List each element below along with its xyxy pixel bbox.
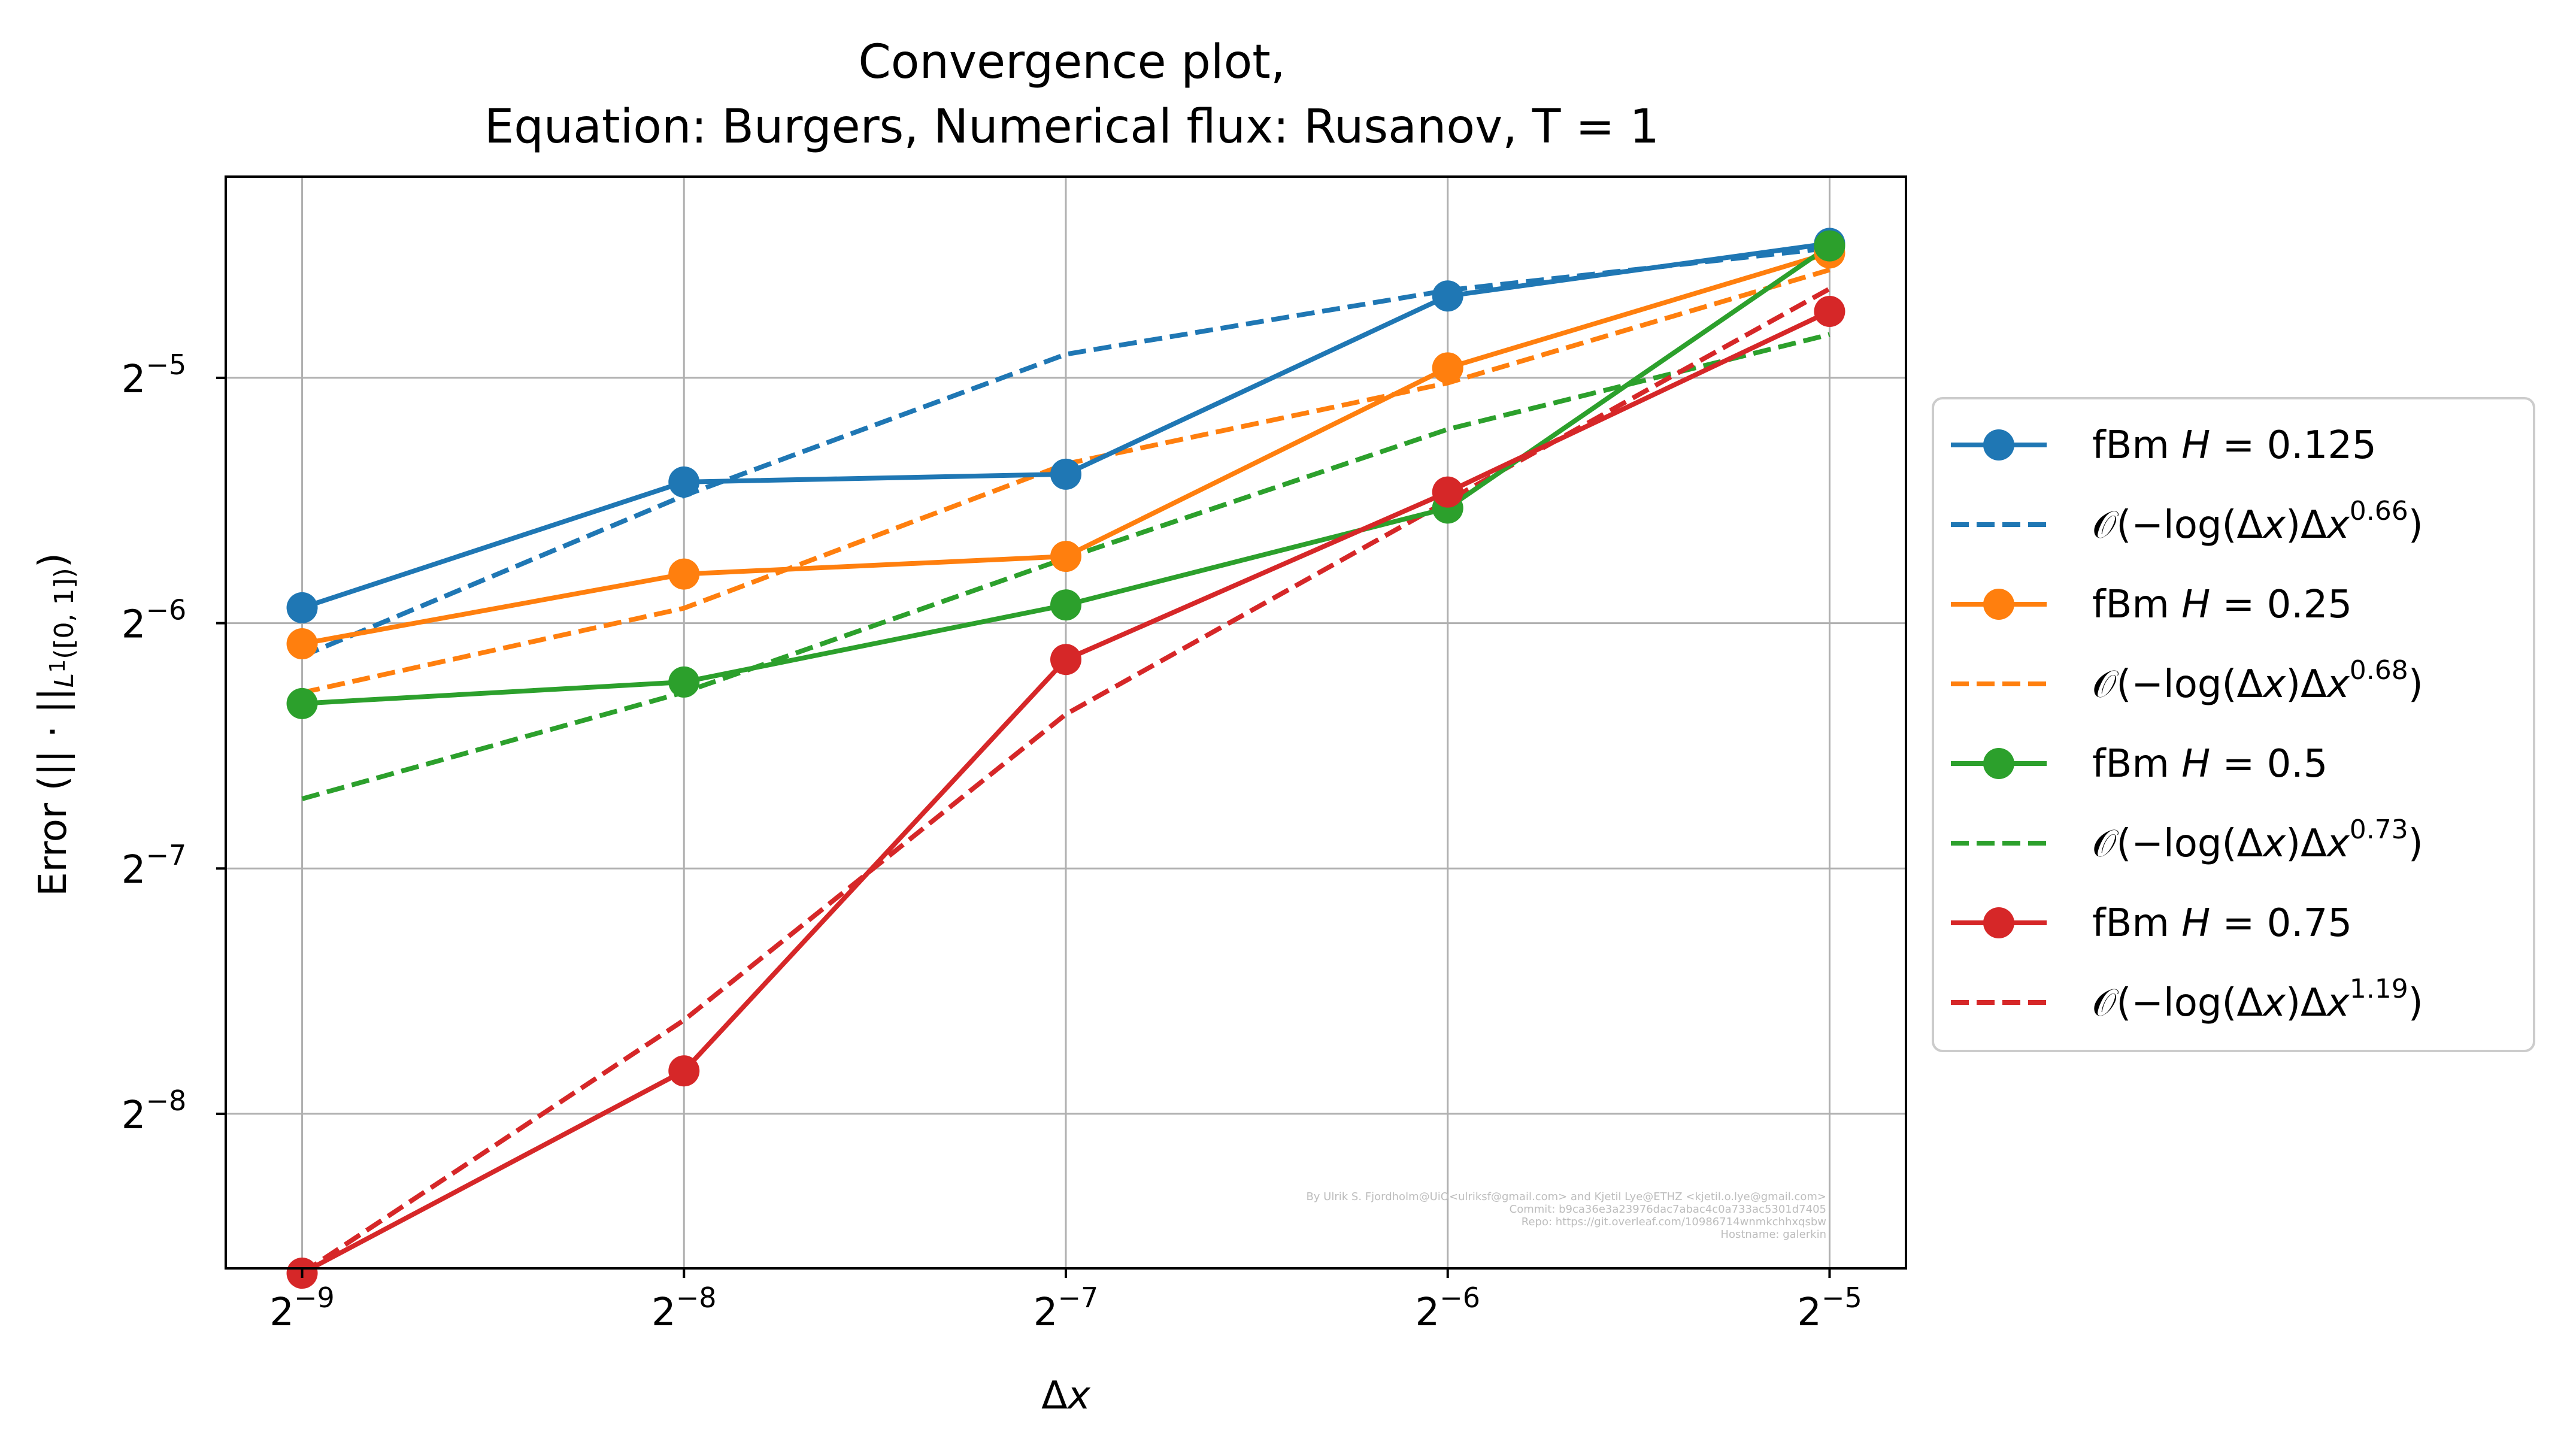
legend-label: 𝒪(−log(Δx)Δx0.73)	[2092, 814, 2423, 866]
legend-label: 𝒪(−log(Δx)Δx1.19)	[2092, 974, 2423, 1025]
y-tick-label: 2−7	[122, 839, 187, 892]
data-point-marker	[1432, 280, 1463, 312]
credit-line: Hostname: galerkin	[1720, 1228, 1826, 1241]
data-point-marker	[1050, 541, 1081, 572]
data-point-marker	[286, 592, 318, 623]
legend-frame	[1932, 397, 2535, 1052]
x-tick-label: 2−9	[269, 1282, 335, 1335]
legend-swatch-marker	[1983, 748, 2014, 779]
legend-swatch-marker	[1983, 907, 2014, 938]
chart-subtitle: Equation: Burgers, Numerical flux: Rusan…	[484, 100, 1659, 154]
data-point-marker	[1814, 230, 1845, 262]
data-point-marker	[286, 687, 318, 719]
chart-title: Convergence plot,	[858, 35, 1285, 89]
y-tick-label: 2−6	[122, 594, 187, 647]
legend-label: 𝒪(−log(Δx)Δx0.66)	[2092, 496, 2423, 547]
legend-label: fBm H = 0.75	[2092, 901, 2352, 946]
data-point-marker	[668, 466, 700, 498]
data-point-marker	[1432, 352, 1463, 384]
x-tick-label: 2−5	[1797, 1282, 1862, 1335]
y-tick-label: 2−5	[122, 349, 187, 402]
y-tick-label: 2−8	[122, 1085, 187, 1138]
data-point-marker	[1432, 476, 1463, 508]
legend: fBm H = 0.125 𝒪(−log(Δx)Δx0.66) fBm H = 0.…	[1932, 397, 2535, 1052]
data-point-marker	[668, 558, 700, 590]
legend-swatch-marker	[1983, 589, 2014, 620]
credit-text: By Ulrik S. Fjordholm@UiO<ulriksf@gmail.…	[1306, 1191, 1826, 1241]
credit-line: Commit: b9ca36e3a23976dac7abac4c0a733ac5…	[1510, 1203, 1826, 1216]
legend-label: fBm H = 0.125	[2092, 423, 2377, 468]
y-axis-ticks: 2−8 2−7 2−6 2−5	[122, 349, 226, 1138]
markers-layer	[286, 228, 1845, 1289]
credit-line: Repo: https://git.overleaf.com/10986714w…	[1522, 1216, 1826, 1228]
x-tick-label: 2−7	[1034, 1282, 1099, 1335]
data-point-marker	[668, 1055, 700, 1087]
data-point-marker	[1050, 458, 1081, 490]
x-tick-label: 2−6	[1415, 1282, 1480, 1335]
x-axis-label: Δx	[1041, 1374, 1091, 1418]
legend-label: fBm H = 0.5	[2092, 742, 2328, 786]
data-point-marker	[1050, 589, 1081, 621]
x-axis-ticks: 2−9 2−8 2−7 2−6 2−5	[269, 1268, 1862, 1335]
legend-label: 𝒪(−log(Δx)Δx0.68)	[2092, 655, 2423, 707]
legend-label: fBm H = 0.25	[2092, 583, 2352, 627]
legend-swatch-marker	[1983, 429, 2014, 461]
credit-line: By Ulrik S. Fjordholm@UiO<ulriksf@gmail.…	[1306, 1191, 1826, 1203]
data-point-marker	[1050, 644, 1081, 675]
data-point-marker	[1814, 296, 1845, 328]
data-point-marker	[668, 666, 700, 698]
data-point-marker	[286, 628, 318, 660]
x-tick-label: 2−8	[651, 1282, 717, 1335]
